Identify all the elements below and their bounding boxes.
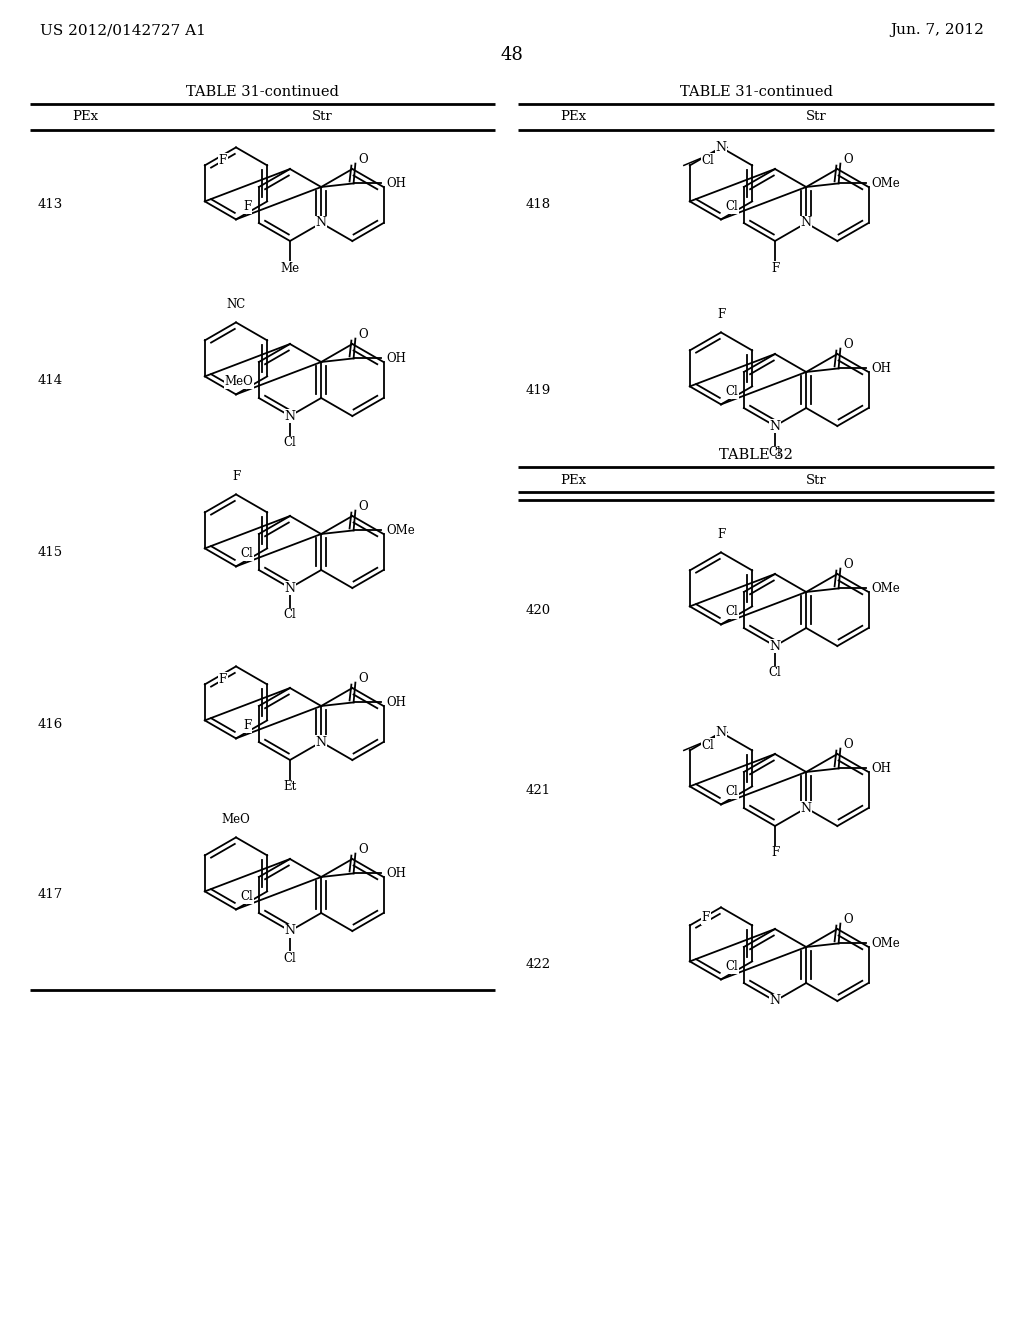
- Text: OH: OH: [871, 362, 892, 375]
- Text: N: N: [716, 141, 726, 154]
- Text: Str: Str: [806, 111, 826, 124]
- Text: Et: Et: [284, 780, 297, 793]
- Text: N: N: [716, 726, 726, 739]
- Text: OMe: OMe: [871, 582, 900, 595]
- Text: N: N: [315, 735, 327, 748]
- Text: N: N: [769, 994, 780, 1007]
- Text: Cl: Cl: [769, 667, 781, 680]
- Text: Cl: Cl: [241, 546, 254, 560]
- Text: N: N: [285, 582, 296, 594]
- Text: F: F: [717, 308, 725, 321]
- Text: 413: 413: [38, 198, 63, 211]
- Text: NC: NC: [226, 298, 246, 312]
- Text: 48: 48: [501, 46, 523, 63]
- Text: 421: 421: [526, 784, 551, 796]
- Text: N: N: [769, 420, 780, 433]
- Text: F: F: [243, 719, 251, 731]
- Text: Cl: Cl: [701, 739, 714, 752]
- Text: PEx: PEx: [72, 111, 98, 124]
- Text: N: N: [315, 216, 327, 230]
- Text: O: O: [358, 153, 369, 166]
- Text: OH: OH: [387, 352, 407, 364]
- Text: OH: OH: [387, 177, 407, 190]
- Text: 419: 419: [526, 384, 551, 396]
- Text: Cl: Cl: [726, 785, 738, 797]
- Text: F: F: [219, 154, 227, 166]
- Text: Cl: Cl: [726, 199, 738, 213]
- Text: O: O: [844, 153, 853, 166]
- Text: PEx: PEx: [560, 111, 586, 124]
- Text: F: F: [231, 470, 240, 483]
- Text: Cl: Cl: [726, 960, 738, 973]
- Text: O: O: [844, 558, 853, 572]
- Text: O: O: [844, 913, 853, 927]
- Text: OMe: OMe: [386, 524, 415, 537]
- Text: 416: 416: [38, 718, 63, 730]
- Text: N: N: [285, 409, 296, 422]
- Text: Str: Str: [312, 111, 333, 124]
- Text: Me: Me: [281, 261, 300, 275]
- Text: O: O: [358, 843, 369, 857]
- Text: Cl: Cl: [726, 605, 738, 618]
- Text: MeO: MeO: [225, 375, 254, 388]
- Text: O: O: [844, 738, 853, 751]
- Text: Cl: Cl: [769, 446, 781, 459]
- Text: 420: 420: [526, 603, 551, 616]
- Text: O: O: [844, 338, 853, 351]
- Text: F: F: [771, 261, 779, 275]
- Text: Str: Str: [806, 474, 826, 487]
- Text: MeO: MeO: [221, 813, 251, 826]
- Text: OH: OH: [871, 762, 892, 775]
- Text: Cl: Cl: [284, 952, 296, 965]
- Text: TABLE 31-continued: TABLE 31-continued: [186, 84, 339, 99]
- Text: OH: OH: [387, 696, 407, 709]
- Text: TABLE 31-continued: TABLE 31-continued: [680, 84, 833, 99]
- Text: N: N: [801, 216, 812, 230]
- Text: US 2012/0142727 A1: US 2012/0142727 A1: [40, 22, 206, 37]
- Text: O: O: [358, 500, 369, 513]
- Text: N: N: [285, 924, 296, 937]
- Text: OH: OH: [387, 867, 407, 880]
- Text: Cl: Cl: [284, 437, 296, 450]
- Text: TABLE 32: TABLE 32: [719, 447, 793, 462]
- Text: Cl: Cl: [241, 890, 254, 903]
- Text: Jun. 7, 2012: Jun. 7, 2012: [890, 22, 984, 37]
- Text: 422: 422: [526, 958, 551, 972]
- Text: Cl: Cl: [726, 385, 738, 397]
- Text: F: F: [771, 846, 779, 859]
- Text: F: F: [717, 528, 725, 541]
- Text: 418: 418: [526, 198, 551, 211]
- Text: F: F: [219, 673, 227, 686]
- Text: Cl: Cl: [701, 154, 714, 166]
- Text: F: F: [701, 911, 710, 924]
- Text: 415: 415: [38, 545, 63, 558]
- Text: N: N: [801, 801, 812, 814]
- Text: OMe: OMe: [871, 937, 900, 950]
- Text: O: O: [358, 329, 369, 341]
- Text: PEx: PEx: [560, 474, 586, 487]
- Text: OMe: OMe: [871, 177, 900, 190]
- Text: F: F: [243, 199, 251, 213]
- Text: Cl: Cl: [284, 609, 296, 622]
- Text: N: N: [769, 639, 780, 652]
- Text: 414: 414: [38, 374, 63, 387]
- Text: 417: 417: [38, 888, 63, 902]
- Text: O: O: [358, 672, 369, 685]
